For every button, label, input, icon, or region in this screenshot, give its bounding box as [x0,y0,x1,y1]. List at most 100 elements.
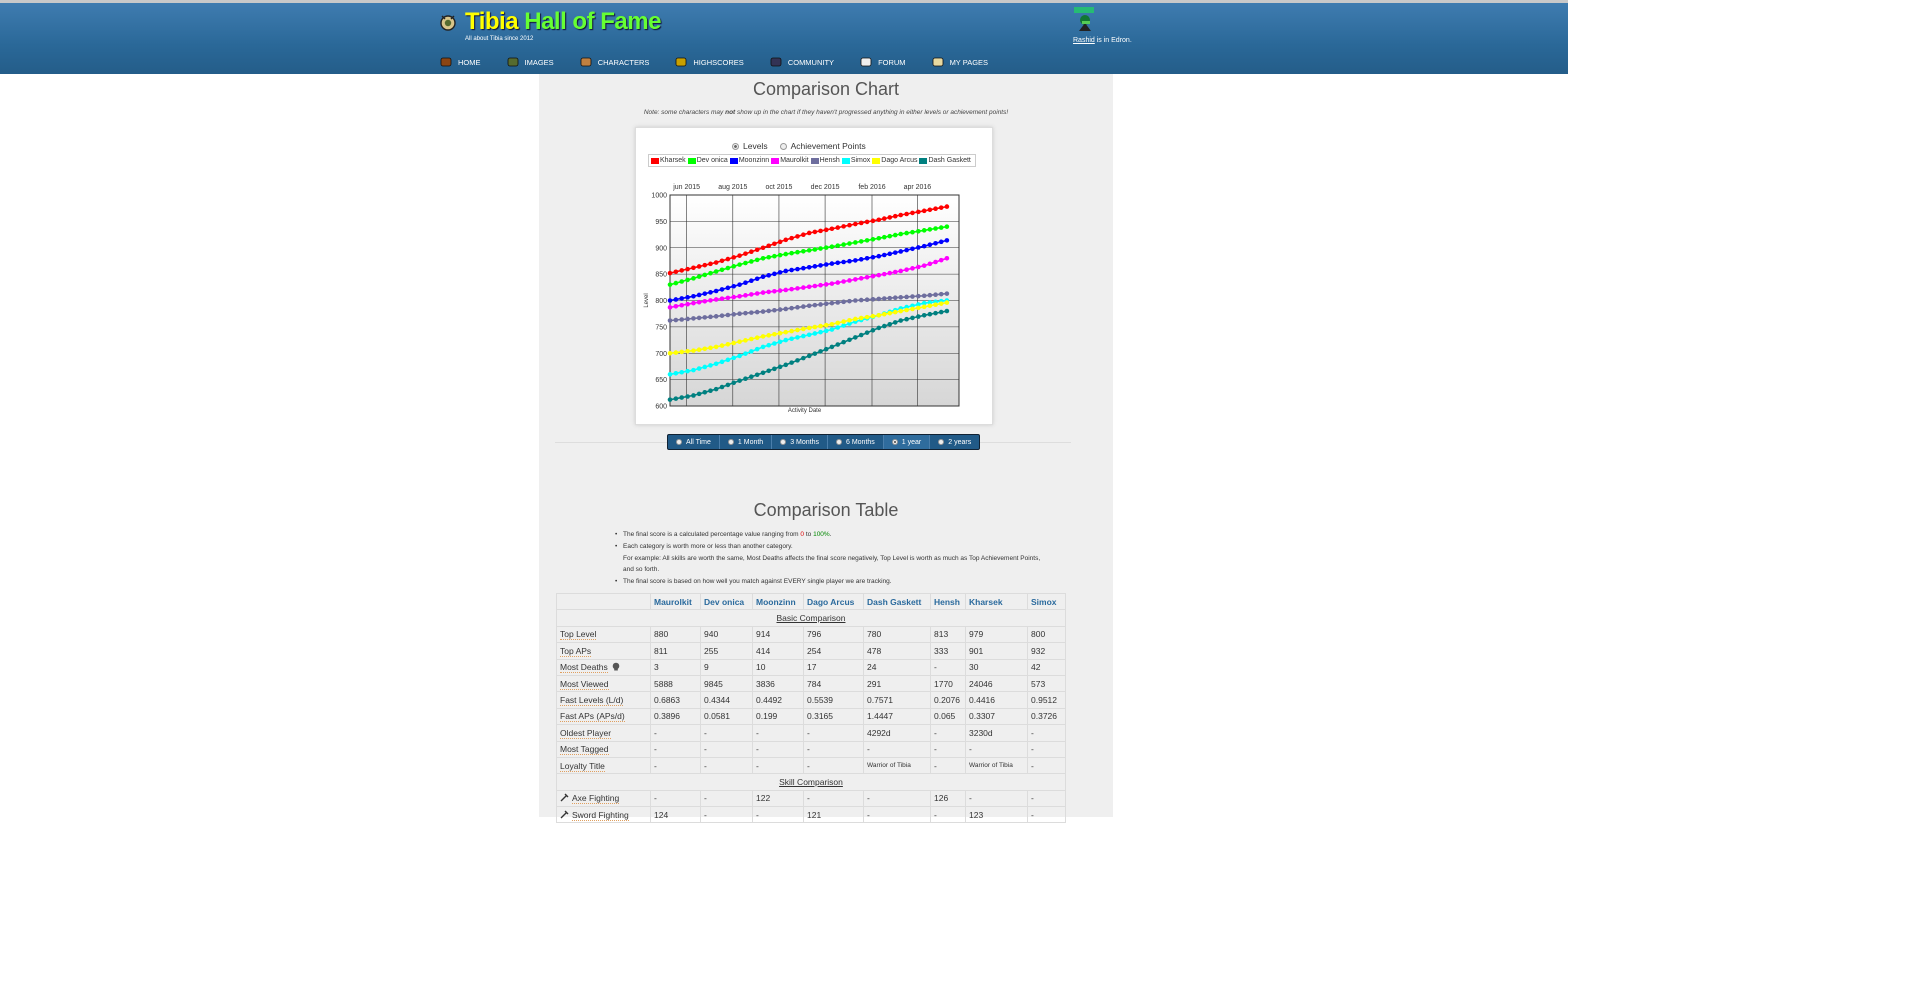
data-point[interactable] [696,315,702,321]
data-point[interactable] [892,269,898,275]
data-point[interactable] [853,316,858,322]
data-point[interactable] [696,299,702,305]
data-point[interactable] [737,353,742,359]
data-point[interactable] [760,344,766,350]
data-point[interactable] [772,366,777,372]
data-point[interactable] [667,350,673,356]
data-point[interactable] [725,382,731,388]
data-point[interactable] [864,256,870,261]
data-point[interactable] [783,329,789,335]
data-point[interactable] [702,272,708,278]
data-point[interactable] [766,308,772,314]
data-point[interactable] [847,258,852,264]
data-point[interactable] [916,245,921,250]
data-point[interactable] [772,307,777,313]
data-point[interactable] [702,298,708,304]
data-point[interactable] [691,276,696,281]
data-point[interactable] [777,330,783,336]
data-point[interactable] [667,318,673,323]
data-point[interactable] [801,326,806,332]
data-point[interactable] [691,367,696,373]
data-point[interactable] [801,304,806,309]
data-point[interactable] [829,226,835,232]
legend-item[interactable]: Dago Arcus [872,157,917,164]
data-point[interactable] [823,322,829,328]
data-point[interactable] [766,289,772,295]
data-point[interactable] [783,268,789,274]
data-point[interactable] [841,339,846,345]
data-point[interactable] [789,336,794,342]
data-point[interactable] [904,230,909,236]
data-point[interactable] [853,335,858,340]
data-point[interactable] [696,292,702,298]
data-point[interactable] [789,250,794,256]
data-point[interactable] [685,295,690,300]
data-point[interactable] [812,264,818,269]
data-point[interactable] [864,274,870,280]
data-point[interactable] [818,246,823,251]
data-point[interactable] [783,251,789,257]
data-point[interactable] [743,251,748,256]
data-point[interactable] [864,314,870,320]
data-point[interactable] [737,293,742,299]
data-point[interactable] [725,256,731,262]
data-point[interactable] [702,389,708,395]
data-point[interactable] [938,309,944,315]
column-header[interactable]: Dev onica [700,592,753,611]
data-point[interactable] [783,337,789,343]
data-point[interactable] [881,271,887,277]
data-point[interactable] [725,295,731,301]
data-point[interactable] [713,361,719,367]
column-header[interactable]: Hensh [930,592,966,611]
data-point[interactable] [881,216,887,221]
data-point[interactable] [667,397,673,402]
data-point[interactable] [916,314,921,319]
data-point[interactable] [749,310,754,315]
data-point[interactable] [864,219,870,225]
data-point[interactable] [835,320,841,326]
data-point[interactable] [904,247,909,253]
data-point[interactable] [921,304,927,310]
data-point[interactable] [870,254,876,260]
data-point[interactable] [818,329,823,335]
data-point[interactable] [795,249,800,255]
data-point[interactable] [806,284,812,290]
data-point[interactable] [892,213,898,219]
mode-achievement-option[interactable]: Achievement Points [779,141,866,151]
data-point[interactable] [812,302,818,308]
data-point[interactable] [806,332,812,338]
data-point[interactable] [667,282,673,287]
data-point[interactable] [713,386,719,392]
data-point[interactable] [760,245,766,251]
data-point[interactable] [696,274,702,279]
data-point[interactable] [933,310,938,316]
data-point[interactable] [795,335,800,340]
data-point[interactable] [887,233,893,239]
data-point[interactable] [772,341,777,346]
data-point[interactable] [766,273,772,278]
range-1-month[interactable]: 1 Month [720,435,773,449]
data-point[interactable] [754,372,760,378]
data-point[interactable] [679,302,685,308]
data-point[interactable] [927,303,933,309]
data-point[interactable] [679,349,685,355]
legend-item[interactable]: Hensh [810,157,840,164]
data-point[interactable] [864,238,870,243]
data-point[interactable] [801,355,806,361]
data-point[interactable] [910,303,915,309]
data-point[interactable] [783,237,789,243]
data-point[interactable] [737,253,742,258]
nav-item-images[interactable]: IMAGES [507,53,554,71]
data-point[interactable] [725,341,731,347]
data-point[interactable] [749,292,754,297]
data-point[interactable] [719,359,725,365]
range-2-years[interactable]: 2 years [930,435,979,449]
data-point[interactable] [938,291,944,297]
data-point[interactable] [927,227,933,232]
data-point[interactable] [916,293,921,299]
data-point[interactable] [892,232,898,238]
data-point[interactable] [725,312,731,318]
data-point[interactable] [789,328,794,334]
column-header[interactable]: Moonzinn [752,592,804,611]
data-point[interactable] [806,325,812,331]
